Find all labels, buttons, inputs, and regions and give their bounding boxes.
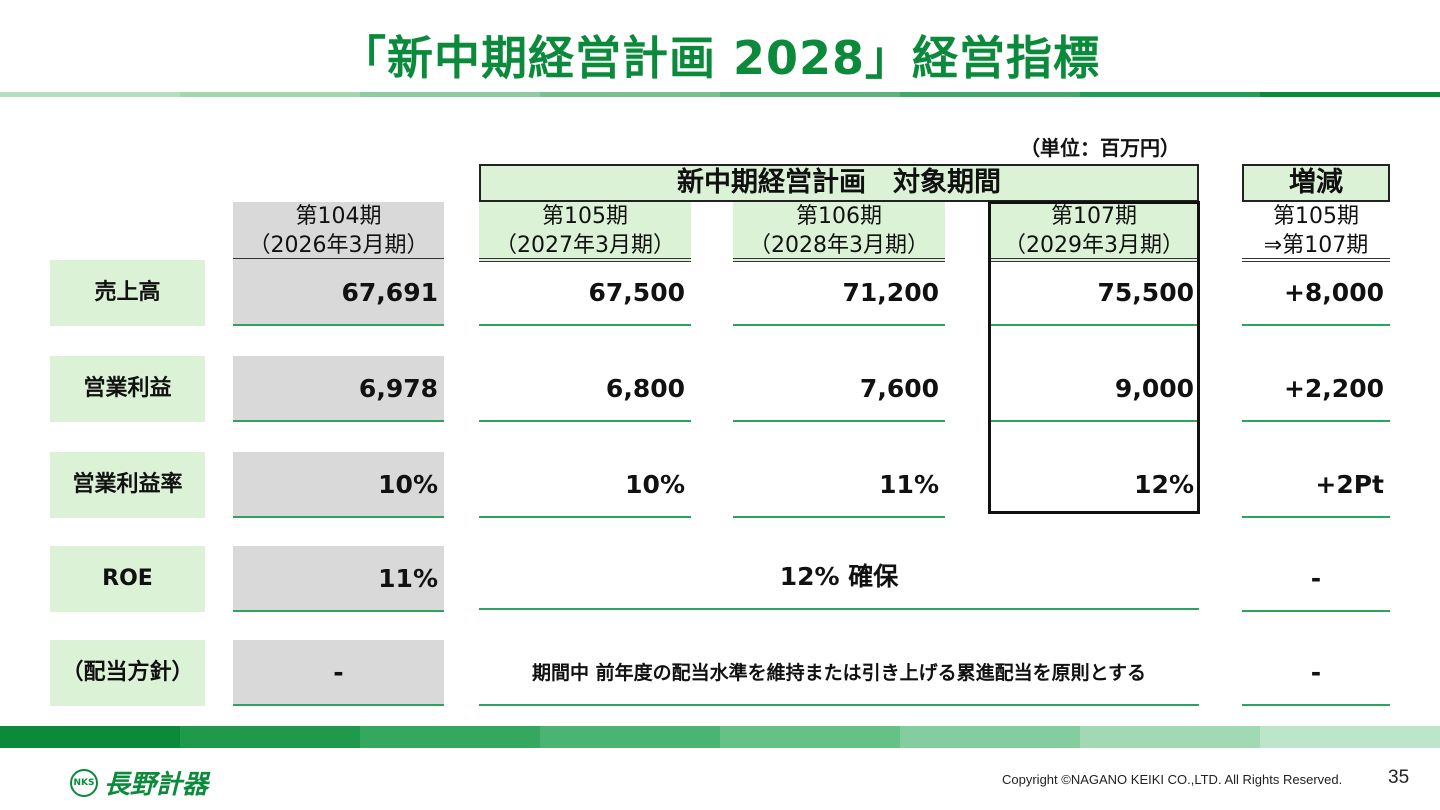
operating-margin-107: 12%: [1134, 470, 1194, 499]
title-underline-bar: [0, 92, 1440, 97]
column-header-change-from: 第105期: [1273, 204, 1359, 229]
column-header-105-period: 第105期: [542, 204, 628, 229]
fy107-highlight-box: [988, 201, 1200, 514]
logo-mark: NKS: [70, 768, 98, 797]
plan-period-banner: 新中期経営計画 対象期間: [479, 164, 1199, 202]
logo-name: 長野計器: [104, 770, 209, 800]
column-header-105: 第105期 （2027年3月期）: [479, 202, 691, 262]
column-header-107-fiscal: （2029年3月期）: [1004, 233, 1184, 258]
column-header-104: 第104期 （2026年3月期）: [233, 202, 444, 262]
operating-margin-106: 11%: [733, 452, 945, 518]
column-header-change: 第105期 ⇒第107期: [1242, 202, 1390, 262]
sales-106: 71,200: [733, 260, 945, 326]
roe-104: 11%: [233, 546, 444, 612]
row-label-roe: ROE: [50, 546, 205, 612]
row-label-operating-margin: 営業利益率: [50, 452, 205, 518]
operating-profit-104: 6,978: [233, 356, 444, 422]
sales-change: +8,000: [1242, 260, 1390, 326]
dividend-plan: 期間中 前年度の配当水準を維持または引き上げる累進配当を原則とする: [479, 640, 1199, 706]
column-header-107: 第107期 （2029年3月期）: [988, 202, 1200, 262]
column-header-106-fiscal: （2028年3月期）: [749, 233, 929, 258]
operating-margin-104: 10%: [233, 452, 444, 518]
operating-profit-106: 7,600: [733, 356, 945, 422]
dividend-change: -: [1242, 640, 1390, 706]
roe-change: -: [1242, 546, 1390, 612]
sales-104: 67,691: [233, 260, 444, 326]
column-header-104-fiscal: （2026年3月期）: [248, 233, 429, 258]
column-header-107-period: 第107期: [1051, 204, 1137, 229]
dividend-104: -: [233, 640, 444, 706]
change-banner: 増減: [1242, 164, 1390, 202]
sales-107: 75,500: [988, 260, 1200, 326]
operating-margin-change: +2Pt: [1242, 452, 1390, 518]
operating-profit-change: +2,200: [1242, 356, 1390, 422]
column-header-106: 第106期 （2028年3月期）: [733, 202, 945, 262]
unit-label: （単位：百万円）: [1020, 136, 1180, 160]
operating-margin-105: 10%: [479, 452, 691, 518]
sales-105: 67,500: [479, 260, 691, 326]
operating-profit-105: 6,800: [479, 356, 691, 422]
page-number: 35: [1388, 767, 1410, 788]
company-logo: NKS 長野計器: [70, 764, 208, 801]
page-title: 「新中期経営計画 2028」経営指標: [339, 31, 1101, 85]
operating-profit-107: 9,000: [988, 356, 1200, 422]
row-label-operating-profit: 営業利益: [50, 356, 205, 422]
row-label-sales: 売上高: [50, 260, 205, 326]
column-header-104-period: 第104期: [295, 204, 382, 229]
column-header-change-to: ⇒第107期: [1263, 233, 1369, 258]
column-header-105-fiscal: （2027年3月期）: [495, 233, 675, 258]
copyright-text: Copyright ©NAGANO KEIKI CO.,LTD. All Rig…: [1002, 772, 1343, 787]
column-header-106-period: 第106期: [796, 204, 882, 229]
row-label-dividend-policy: （配当方針）: [50, 640, 205, 706]
roe-plan: 12% 確保: [479, 544, 1199, 610]
footer-color-bar: [0, 726, 1440, 748]
